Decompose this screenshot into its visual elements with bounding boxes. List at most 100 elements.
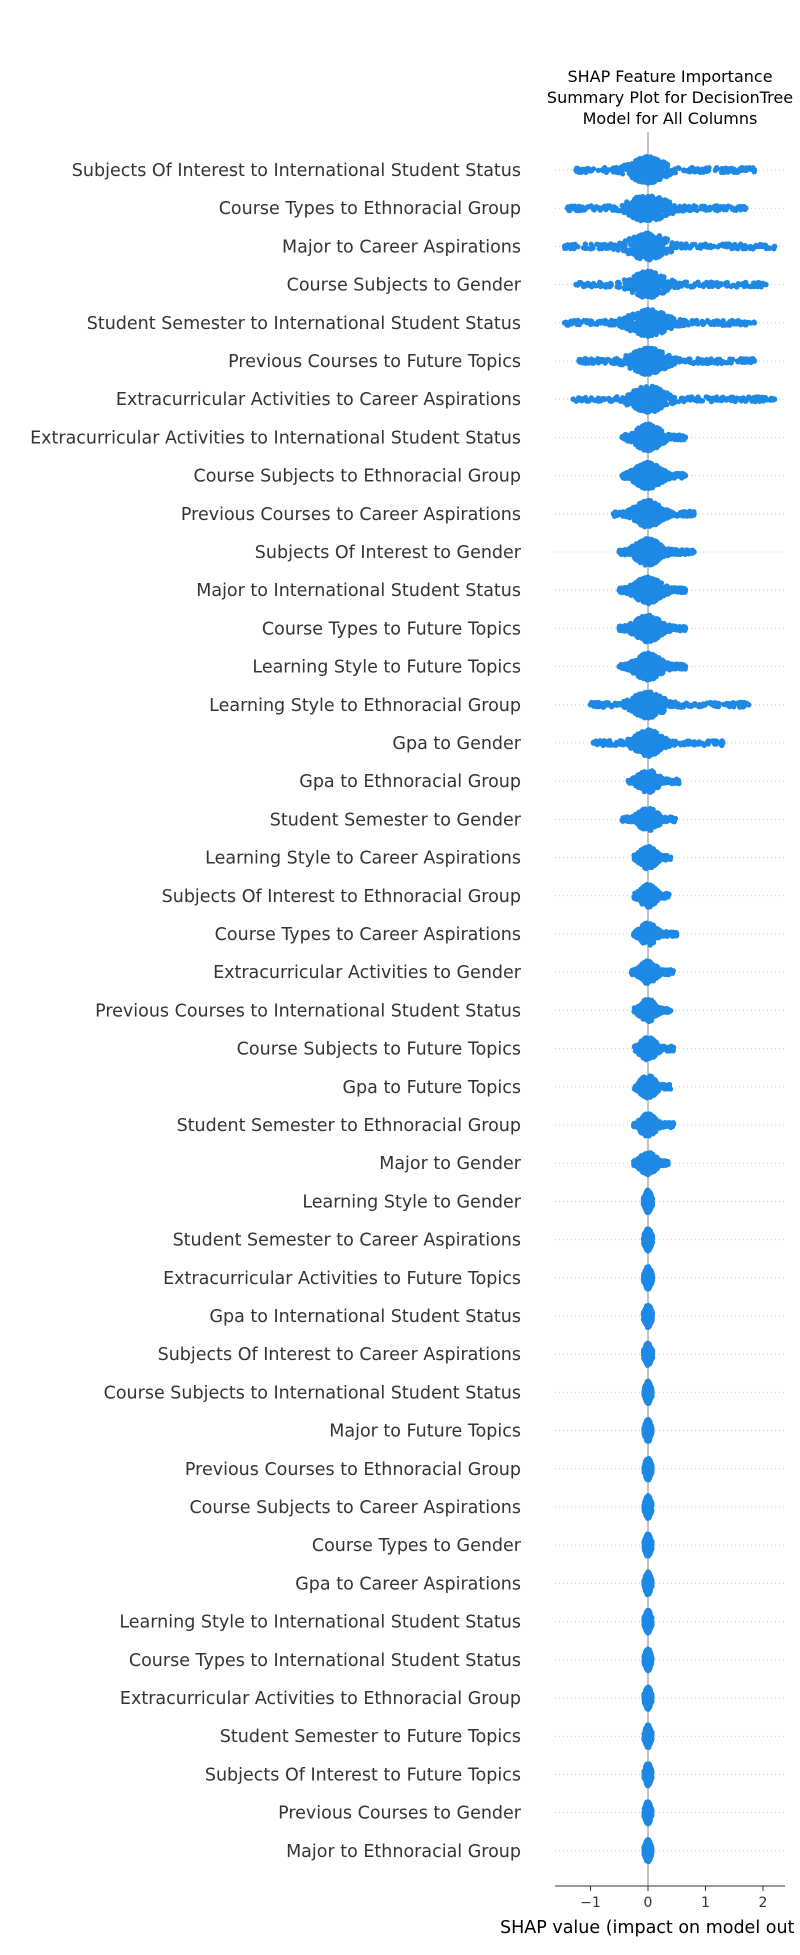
shap-point — [632, 350, 637, 355]
shap-point — [703, 168, 708, 173]
shap-point — [661, 470, 666, 475]
shap-point — [654, 445, 659, 450]
shap-point — [763, 282, 769, 288]
shap-point — [626, 361, 631, 366]
shap-point — [651, 366, 656, 371]
feature-row-points — [619, 460, 688, 491]
shap-point — [689, 244, 694, 249]
shap-point — [633, 170, 638, 175]
shap-point — [752, 358, 758, 364]
shap-point — [657, 475, 662, 480]
shap-point — [630, 356, 635, 361]
shap-point — [772, 244, 778, 250]
shap-point — [666, 314, 671, 319]
shap-point — [719, 361, 724, 366]
shap-point — [674, 208, 679, 213]
shap-point — [639, 283, 644, 288]
feature-row-points — [573, 269, 768, 300]
shap-point — [656, 170, 661, 175]
shap-point — [674, 473, 680, 479]
shap-point — [602, 282, 607, 287]
shap-point — [649, 426, 654, 431]
shap-point — [650, 315, 655, 320]
shap-point — [629, 392, 634, 397]
shap-point — [647, 203, 652, 208]
shap-point — [621, 285, 626, 290]
shap-point — [663, 391, 668, 396]
shap-point — [645, 352, 650, 357]
shap-point — [648, 461, 653, 466]
shap-point — [695, 398, 700, 403]
shap-point — [669, 513, 674, 518]
shap-point — [683, 549, 689, 555]
shap-point — [645, 160, 650, 165]
shap-point — [672, 281, 677, 286]
shap-point — [701, 284, 706, 289]
shap-point — [652, 347, 657, 352]
shap-point — [752, 320, 758, 326]
shap-point — [701, 358, 706, 363]
shap-point — [653, 241, 658, 246]
shap-point — [580, 282, 586, 288]
shap-point — [674, 323, 679, 328]
shap-point — [691, 549, 697, 555]
shap-point — [643, 372, 648, 377]
shap-point — [572, 205, 578, 211]
shap-point — [647, 516, 652, 521]
shap-point — [618, 359, 623, 364]
shap-point — [661, 276, 666, 281]
shap-point — [597, 246, 602, 251]
shap-point — [580, 208, 585, 213]
shap-point — [616, 549, 622, 555]
feature-row-points — [619, 422, 688, 454]
shap-point — [754, 282, 760, 288]
shap-point — [654, 209, 659, 214]
feature-row-points — [570, 384, 777, 415]
shap-point — [583, 241, 588, 246]
shap-point — [654, 275, 659, 280]
shap-point — [677, 166, 682, 171]
shap-point — [598, 207, 603, 212]
shap-point — [569, 244, 575, 250]
shap-point — [663, 401, 668, 406]
shap-point — [639, 506, 644, 511]
shap-point — [639, 555, 644, 560]
shap-point — [758, 242, 763, 247]
shap-point — [658, 198, 663, 203]
shap-point — [710, 321, 715, 326]
shap-point — [656, 284, 661, 289]
shap-point — [596, 358, 601, 363]
shap-point — [660, 356, 665, 361]
shap-point — [740, 246, 745, 251]
shap-point — [619, 435, 625, 441]
shap-point — [763, 396, 769, 402]
shap-point — [602, 242, 607, 247]
shap-point — [674, 435, 680, 441]
shap-point — [726, 397, 731, 402]
shap-point — [671, 360, 676, 365]
shap-point — [653, 517, 658, 522]
shap-point — [725, 280, 730, 285]
shap-point — [586, 166, 591, 171]
shap-point — [581, 318, 586, 323]
shap-point — [613, 396, 618, 401]
shap-point — [646, 435, 651, 440]
shap-point — [638, 328, 643, 333]
shap-point — [664, 325, 669, 330]
shap-point — [633, 236, 638, 241]
shap-point — [678, 510, 683, 515]
shap-point — [643, 254, 648, 259]
feature-row-points — [616, 536, 696, 567]
shap-point — [619, 473, 625, 479]
shap-point — [649, 175, 654, 180]
shap-point — [723, 165, 728, 170]
chart-title-line: Summary Plot for DecisionTree — [547, 88, 793, 107]
shap-point — [648, 404, 653, 409]
shap-point — [562, 244, 568, 250]
feature-row-points — [616, 574, 688, 606]
shap-point — [743, 358, 749, 364]
shap-point — [612, 322, 617, 327]
shap-point — [738, 241, 743, 246]
shap-point — [714, 203, 719, 208]
shap-point — [694, 318, 699, 323]
